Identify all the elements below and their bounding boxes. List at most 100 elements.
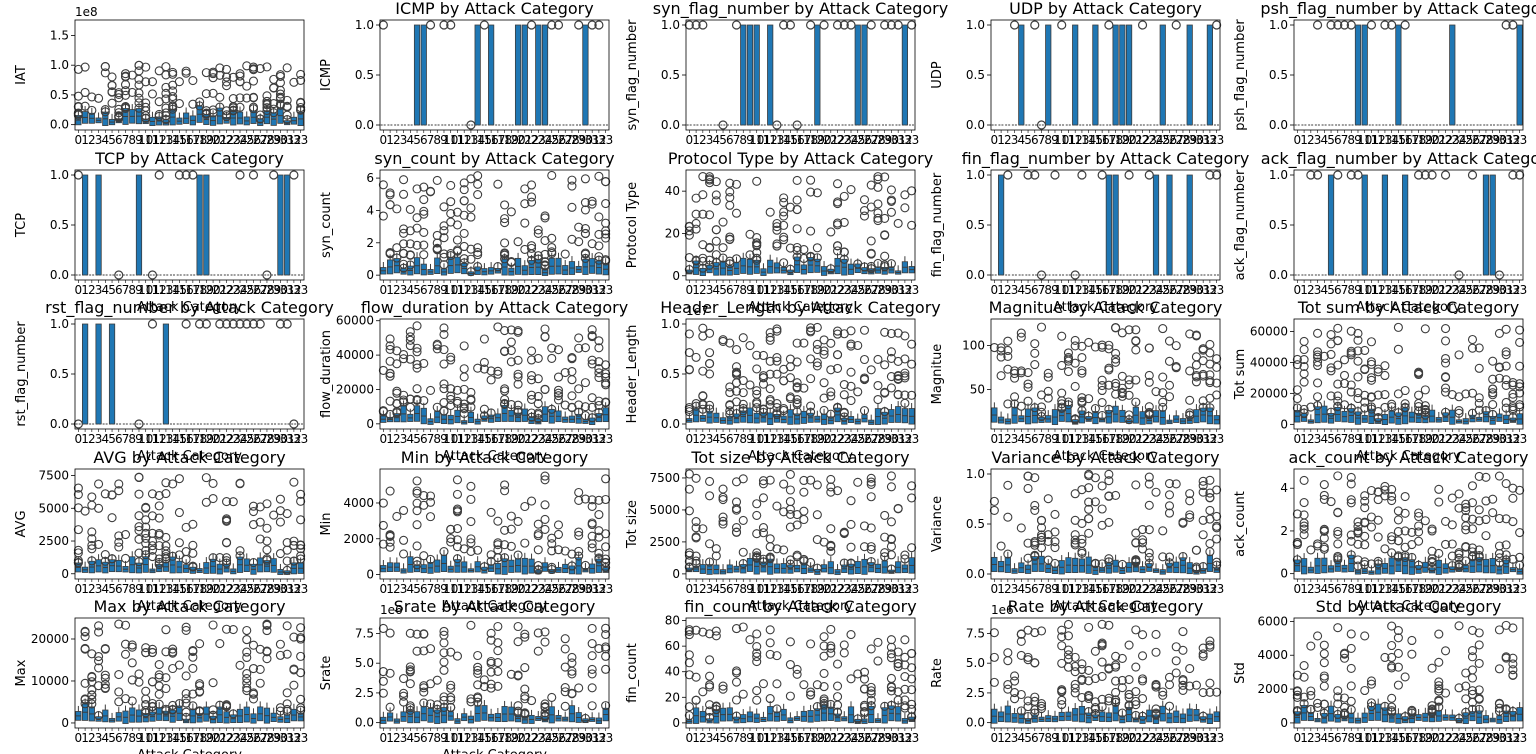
box [203, 174, 210, 276]
outlier-point [282, 509, 292, 519]
outlier-point [1077, 398, 1087, 408]
x-tick-label: 33 [293, 582, 308, 596]
outlier-point [1030, 403, 1040, 413]
x-tick-label: 30 [1492, 432, 1507, 446]
outlier-point [439, 359, 449, 369]
x-tick-label: 15 [1391, 133, 1406, 147]
outlier-point [907, 220, 917, 230]
outlier-point [486, 507, 496, 517]
outlier-point [587, 239, 597, 249]
x-tick-label: 31 [891, 432, 906, 446]
outlier-point [725, 178, 735, 188]
x-tick-label: 29 [266, 133, 281, 147]
x-tick-label: 2 [393, 432, 401, 446]
y-axis-label: Variance [930, 496, 945, 552]
outlier-point [1326, 349, 1336, 360]
x-tick-label: 13 [769, 283, 784, 297]
outlier-point [1400, 491, 1410, 502]
outlier-point [439, 406, 449, 416]
x-tick-label: 32 [897, 133, 912, 147]
x-tick-label: 15 [172, 432, 187, 446]
axes-frame [379, 318, 610, 430]
subplot-title: AVG by Attack Category [93, 448, 285, 467]
box [1327, 174, 1335, 276]
outlier-point [174, 538, 184, 548]
outlier-point [752, 386, 762, 396]
outlier-point [392, 253, 402, 263]
outlier-point [296, 75, 306, 85]
x-tick-label: 22 [1438, 133, 1453, 147]
x-tick-label: 21 [1128, 133, 1143, 147]
outlier-point [289, 477, 299, 487]
outlier-point [526, 243, 537, 253]
outlier-point [1036, 407, 1047, 417]
x-tick-label: 0 [686, 133, 694, 147]
outlier-point [1023, 367, 1033, 378]
outlier-point [73, 483, 83, 493]
outlier-point [439, 252, 449, 262]
outlier-point [262, 103, 272, 113]
outlier-point [1346, 170, 1356, 180]
x-tick-label: 13 [463, 432, 478, 446]
x-tick-label: 0 [686, 432, 694, 446]
y-tick-label: 0.0 [50, 417, 69, 431]
outlier-point [1144, 377, 1154, 387]
x-tick-label: 33 [1512, 432, 1527, 446]
outlier-point [1016, 332, 1026, 342]
x-tick-label: 24 [232, 133, 247, 147]
x-tick-label: 30 [1189, 133, 1204, 147]
outlier-point [567, 202, 577, 212]
box [753, 24, 760, 126]
x-tick-label: 11 [756, 133, 771, 147]
outlier-point [601, 380, 611, 390]
outlier-point [698, 391, 708, 401]
outlier-point [73, 545, 83, 555]
x-tick-label: 6 [1031, 283, 1039, 297]
outlier-point [412, 541, 422, 551]
outlier-point [188, 75, 198, 86]
y-tick-label: 2500 [649, 535, 680, 549]
y-tick-label: 0.5 [966, 517, 985, 531]
x-tick-label: 9 [1051, 133, 1059, 147]
outlier-point [826, 474, 836, 484]
outlier-point [87, 544, 97, 554]
outlier-point [785, 504, 795, 514]
outlier-point [1144, 170, 1154, 180]
x-tick-label: 0 [686, 283, 694, 297]
outlier-point [832, 179, 843, 189]
y-axis-label: flow_duration [319, 330, 334, 418]
outlier-point [275, 94, 285, 104]
x-tick-label: 6 [1031, 432, 1039, 446]
x-tick-label: 13 [158, 432, 173, 446]
outlier-point [275, 70, 285, 80]
x-tick-label: 29 [1485, 133, 1500, 147]
x-tick-label: 12 [1371, 133, 1386, 147]
outlier-point [560, 249, 570, 259]
box [541, 24, 549, 126]
x-tick-label: 20 [1424, 432, 1439, 446]
x-tick-label: 29 [877, 283, 892, 297]
x-tick-label: 21 [823, 133, 838, 147]
outlier-point [73, 64, 83, 74]
outlier-point [691, 209, 701, 219]
outlier-point [282, 319, 292, 329]
outlier-point [520, 538, 530, 548]
outlier-point [107, 513, 117, 523]
outlier-point [221, 516, 232, 526]
x-tick-label: 31 [1499, 133, 1514, 147]
outlier-point [846, 396, 856, 406]
outlier-point [1090, 342, 1100, 352]
outlier-point [1104, 344, 1114, 354]
x-tick-label: 5 [719, 432, 727, 446]
outlier-point [698, 190, 708, 200]
outlier-point [601, 542, 611, 552]
outlier-point [880, 230, 890, 240]
outlier-point [1494, 270, 1505, 280]
outlier-point [553, 385, 564, 395]
outlier-point [466, 120, 476, 130]
x-tick-label: 25 [850, 432, 865, 446]
outlier-point [1333, 335, 1343, 346]
outlier-point [473, 179, 483, 189]
x-tick-label: 2 [1307, 432, 1315, 446]
outlier-point [1212, 485, 1222, 495]
